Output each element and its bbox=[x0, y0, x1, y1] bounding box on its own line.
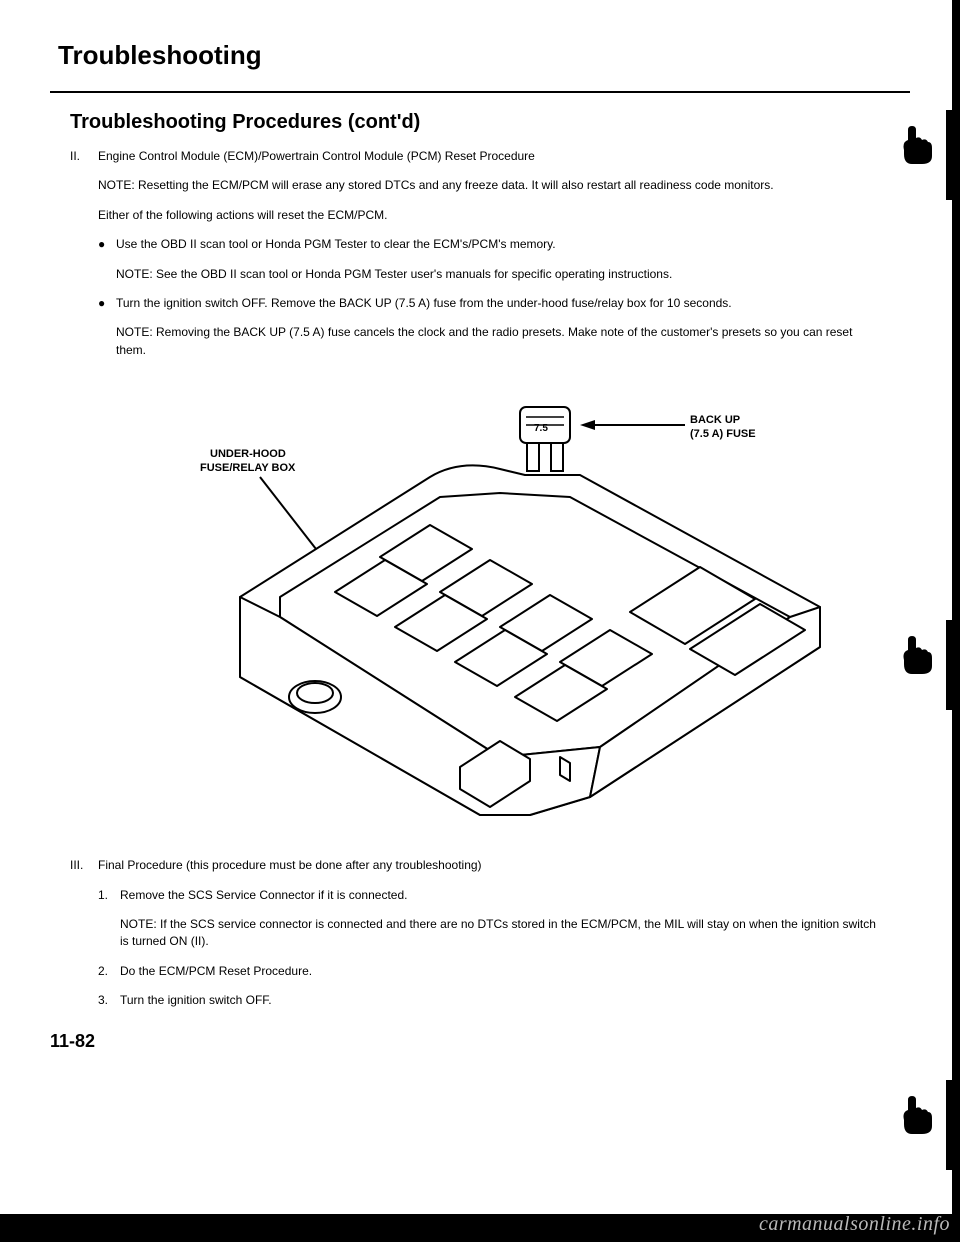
bullet-text: Turn the ignition switch OFF. Remove the… bbox=[116, 295, 880, 312]
page-content: Troubleshooting Troubleshooting Procedur… bbox=[0, 0, 960, 1072]
label-fuse-rating: (7.5 A) FUSE bbox=[690, 428, 756, 440]
bullet-marker: ● bbox=[98, 236, 116, 253]
watermark-text: carmanualsonline.info bbox=[759, 1213, 950, 1236]
section-ii-heading: Engine Control Module (ECM)/Powertrain C… bbox=[98, 148, 880, 165]
label-back-up: BACK UP bbox=[690, 414, 740, 426]
bullet-item: ● Turn the ignition switch OFF. Remove t… bbox=[98, 295, 880, 312]
section-iii: III. Final Procedure (this procedure mus… bbox=[70, 857, 880, 1021]
page-number: 11-82 bbox=[50, 1031, 910, 1052]
hand-pointer-icon bbox=[894, 1090, 942, 1138]
list-number: 1. bbox=[98, 887, 120, 951]
list-note: NOTE: If the SCS service connector is co… bbox=[120, 916, 880, 951]
bullet-note: NOTE: Removing the BACK UP (7.5 A) fuse … bbox=[116, 324, 880, 359]
list-text: Remove the SCS Service Connector if it i… bbox=[120, 887, 880, 904]
list-item: 2. Do the ECM/PCM Reset Procedure. bbox=[98, 963, 880, 980]
section-ii: II. Engine Control Module (ECM)/Powertra… bbox=[70, 148, 880, 371]
list-text: Do the ECM/PCM Reset Procedure. bbox=[120, 963, 880, 980]
bullet-item: ● Use the OBD II scan tool or Honda PGM … bbox=[98, 236, 880, 253]
edge-tab bbox=[946, 620, 960, 710]
label-under-hood: UNDER-HOOD bbox=[210, 448, 286, 460]
fuse-icon: 7.5 bbox=[520, 407, 570, 471]
fuse-box-diagram: UNDER-HOOD FUSE/RELAY BOX 7.5 BACK UP (7… bbox=[130, 397, 830, 817]
hand-pointer-icon bbox=[894, 120, 942, 168]
fuse-box-body bbox=[240, 466, 820, 816]
list-item: 3. Turn the ignition switch OFF. bbox=[98, 992, 880, 1009]
edge-tab bbox=[946, 1080, 960, 1170]
horizontal-rule bbox=[50, 91, 910, 93]
list-number: 2. bbox=[98, 963, 120, 980]
list-body: Remove the SCS Service Connector if it i… bbox=[120, 887, 880, 951]
roman-numeral-iii: III. bbox=[70, 857, 98, 1021]
hand-pointer-icon bbox=[894, 630, 942, 678]
bullet-text: Use the OBD II scan tool or Honda PGM Te… bbox=[116, 236, 880, 253]
list-item: 1. Remove the SCS Service Connector if i… bbox=[98, 887, 880, 951]
section-iii-body: Final Procedure (this procedure must be … bbox=[98, 857, 880, 1021]
list-number: 3. bbox=[98, 992, 120, 1009]
diagram-container: UNDER-HOOD FUSE/RELAY BOX 7.5 BACK UP (7… bbox=[50, 397, 910, 817]
edge-tab bbox=[946, 110, 960, 200]
page-title: Troubleshooting bbox=[58, 40, 910, 71]
section-ii-either: Either of the following actions will res… bbox=[98, 207, 880, 224]
bullet-note: NOTE: See the OBD II scan tool or Honda … bbox=[116, 266, 880, 283]
fuse-arrowhead bbox=[580, 420, 595, 430]
section-iii-heading: Final Procedure (this procedure must be … bbox=[98, 857, 880, 874]
section-ii-body: Engine Control Module (ECM)/Powertrain C… bbox=[98, 148, 880, 371]
section-title: Troubleshooting Procedures (cont'd) bbox=[70, 111, 910, 134]
label-fuse-relay-box: FUSE/RELAY BOX bbox=[200, 462, 296, 474]
bullet-marker: ● bbox=[98, 295, 116, 312]
svg-text:7.5: 7.5 bbox=[534, 423, 548, 434]
roman-numeral-ii: II. bbox=[70, 148, 98, 371]
section-ii-note1: NOTE: Resetting the ECM/PCM will erase a… bbox=[98, 177, 880, 194]
list-text: Turn the ignition switch OFF. bbox=[120, 992, 880, 1009]
